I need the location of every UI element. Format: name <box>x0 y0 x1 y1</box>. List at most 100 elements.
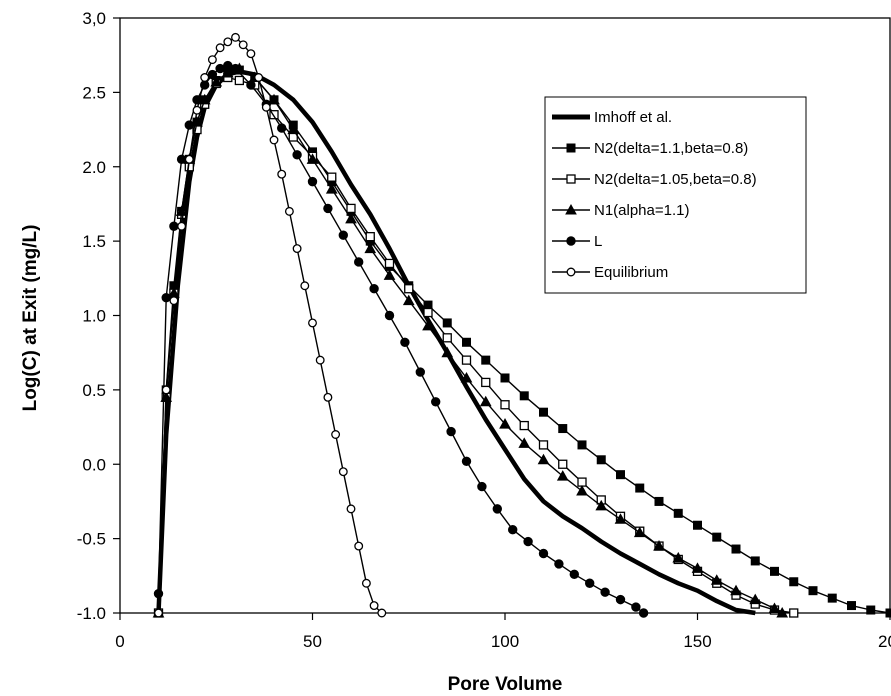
data-point <box>377 608 387 618</box>
data-point <box>462 337 471 347</box>
data-point <box>325 183 338 194</box>
legend-marker <box>566 236 576 246</box>
data-point <box>175 205 188 216</box>
data-point <box>300 281 310 291</box>
data-point <box>556 470 569 481</box>
y-tick-label: 0.5 <box>82 381 106 400</box>
data-point <box>595 499 608 511</box>
data-point <box>323 203 333 214</box>
data-point <box>246 49 256 59</box>
data-point <box>284 206 294 216</box>
legend-label: L <box>594 233 602 250</box>
data-point <box>693 520 702 530</box>
data-point <box>369 601 379 611</box>
data-point <box>184 154 194 164</box>
data-point <box>500 400 510 410</box>
data-point <box>442 318 452 328</box>
y-tick-label: 2.5 <box>82 83 106 102</box>
data-point <box>215 63 225 74</box>
data-point <box>200 73 210 82</box>
data-point <box>400 337 410 347</box>
data-point <box>789 577 799 587</box>
data-point <box>384 258 395 269</box>
data-point <box>789 608 799 618</box>
data-point <box>558 424 568 434</box>
legend-item: Imhoff et al. <box>552 109 672 126</box>
data-point <box>461 456 472 466</box>
data-point <box>827 593 837 603</box>
data-point <box>538 440 549 450</box>
data-point <box>338 467 348 477</box>
series-0 <box>156 69 756 616</box>
data-point <box>338 230 348 240</box>
data-point <box>231 32 240 42</box>
data-point <box>354 541 364 551</box>
data-point <box>654 496 664 506</box>
data-point <box>184 120 195 130</box>
series-5 <box>154 32 387 618</box>
data-point <box>577 477 587 487</box>
data-point <box>615 594 626 605</box>
data-point <box>539 407 548 417</box>
data-point <box>768 602 781 614</box>
data-point <box>770 566 779 576</box>
data-point <box>287 123 300 135</box>
data-point <box>246 80 256 90</box>
x-tick-label: 150 <box>683 632 711 651</box>
data-point <box>500 373 510 383</box>
data-point <box>673 508 683 518</box>
y-axis: -1.0 -0.5 0.0 0.5 1.0 1.5 2.0 2.5 3,0 <box>77 9 120 623</box>
data-point <box>691 562 704 573</box>
data-point <box>277 123 287 133</box>
data-point <box>554 559 564 569</box>
data-point <box>616 470 625 480</box>
data-point <box>415 367 425 377</box>
data-point <box>315 355 325 365</box>
data-point <box>518 437 531 448</box>
data-point <box>576 484 588 496</box>
data-point <box>198 93 211 105</box>
data-point <box>210 75 223 87</box>
legend-label: Equilibrium <box>594 264 668 281</box>
data-point <box>169 221 179 231</box>
data-point <box>731 544 741 554</box>
data-point <box>223 60 233 71</box>
y-tick-label: -1.0 <box>77 604 106 623</box>
data-point <box>885 608 891 618</box>
data-point <box>499 418 511 429</box>
data-point <box>481 377 491 388</box>
data-point <box>441 346 454 358</box>
y-tick-label: 3,0 <box>82 9 106 28</box>
data-point <box>461 355 472 365</box>
data-point <box>577 440 587 450</box>
data-point <box>207 69 218 80</box>
series-line <box>157 36 383 614</box>
y-tick-label: 1.0 <box>82 307 106 326</box>
data-point <box>712 532 722 542</box>
data-point <box>177 221 187 231</box>
data-point <box>633 526 646 538</box>
legend: Imhoff et al. N2(delta=1.1,beta=0.8) N2(de… <box>544 96 807 294</box>
x-axis-title: Pore Volume <box>448 674 563 695</box>
data-point <box>327 172 337 182</box>
data-point <box>404 284 414 294</box>
data-point <box>631 602 641 612</box>
data-point <box>569 569 579 580</box>
data-point <box>383 269 396 280</box>
data-point <box>292 244 302 254</box>
data-point <box>423 307 433 318</box>
data-point <box>776 606 789 618</box>
data-point <box>866 605 876 615</box>
data-point <box>254 73 264 82</box>
data-point <box>215 43 225 53</box>
data-point <box>847 601 856 611</box>
legend-item: L <box>552 233 602 250</box>
data-point <box>808 586 818 596</box>
data-point <box>306 153 319 164</box>
y-tick-label: 2.0 <box>82 158 106 177</box>
series-layer <box>152 32 891 618</box>
series-4 <box>153 60 649 618</box>
data-point <box>346 203 356 214</box>
data-point <box>635 483 645 493</box>
data-point <box>269 110 279 120</box>
